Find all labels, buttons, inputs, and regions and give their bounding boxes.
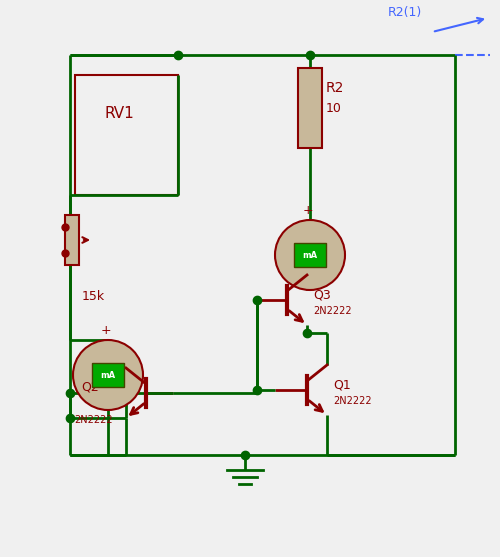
Text: R2(1): R2(1)	[388, 6, 422, 19]
Text: 2N2222: 2N2222	[74, 415, 112, 425]
Text: +: +	[302, 204, 314, 217]
Circle shape	[275, 220, 345, 290]
Bar	[294, 243, 326, 267]
Text: 15k: 15k	[82, 290, 105, 303]
Text: -: -	[306, 284, 310, 298]
Text: RV1: RV1	[104, 106, 134, 121]
Text: +: +	[100, 324, 112, 337]
Text: R2: R2	[326, 81, 344, 95]
Bar	[92, 363, 124, 387]
Text: Q1: Q1	[333, 378, 351, 391]
Text: mA: mA	[302, 251, 318, 260]
Text: 2N2222: 2N2222	[313, 306, 352, 316]
Text: 10: 10	[326, 102, 342, 115]
Circle shape	[73, 340, 143, 410]
Bar	[75, 75, 178, 195]
Bar	[65, 215, 79, 265]
Text: 2N2222: 2N2222	[333, 396, 372, 406]
Bar	[298, 68, 322, 148]
Text: Q3: Q3	[313, 288, 331, 301]
Text: mA: mA	[100, 370, 116, 379]
Text: Q2: Q2	[81, 381, 99, 394]
Text: -: -	[104, 404, 108, 418]
